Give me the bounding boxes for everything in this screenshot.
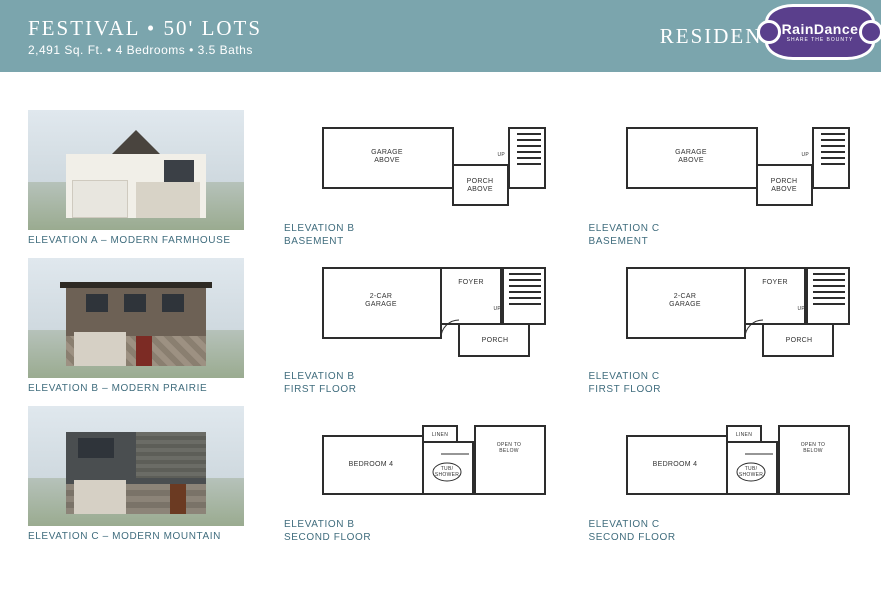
plan-b-first-label: ELEVATION BFIRST FLOOR xyxy=(284,370,549,396)
svg-text:GARAGE: GARAGE xyxy=(669,301,701,308)
elevation-b-cell: ELEVATION B – MODERN PRAIRIE xyxy=(28,258,244,396)
svg-text:UP: UP xyxy=(497,152,505,158)
svg-text:ABOVE: ABOVE xyxy=(771,186,797,193)
svg-text:FOYER: FOYER xyxy=(458,279,484,286)
plan-c-second: BEDROOM 4 LINEN TUB/ SHOWER OPEN TO BELO… xyxy=(623,406,853,516)
elevation-c-cell: ELEVATION C – MODERN MOUNTAIN xyxy=(28,406,244,544)
elevation-a-cell: ELEVATION A – MODERN FARMHOUSE xyxy=(28,110,244,248)
svg-text:2-CAR: 2-CAR xyxy=(674,293,697,300)
plan-c-first-cell: 2-CAR GARAGE FOYER PORCH UP ELEVATION CF… xyxy=(589,258,854,396)
elevation-b-image xyxy=(28,258,244,378)
elevation-c-label: ELEVATION C – MODERN MOUNTAIN xyxy=(28,530,244,543)
plan-c-basement-cell: GARAGE ABOVE PORCH ABOVE UP ELEVATION CB… xyxy=(589,110,854,248)
plan-c-second-cell: BEDROOM 4 LINEN TUB/ SHOWER OPEN TO BELO… xyxy=(589,406,854,544)
content-grid: ELEVATION A – MODERN FARMHOUSE GARAGE AB… xyxy=(0,72,881,554)
plan-b-first-cell: 2-CAR GARAGE FOYER PORCH UP ELEVATION BF… xyxy=(284,258,549,396)
svg-text:UP: UP xyxy=(801,152,809,158)
svg-text:LINEN: LINEN xyxy=(431,432,447,438)
plan-c-first-label: ELEVATION CFIRST FLOOR xyxy=(589,370,854,396)
svg-text:PORCH: PORCH xyxy=(786,337,813,344)
plan-b-basement: GARAGE ABOVE PORCH ABOVE UP xyxy=(319,110,549,220)
svg-text:BEDROOM 4: BEDROOM 4 xyxy=(653,461,698,468)
plan-b-second-cell: BEDROOM 4 LINEN TUB/ SHOWER OPEN TO BELO… xyxy=(284,406,549,544)
svg-text:ABOVE: ABOVE xyxy=(678,157,704,164)
plan-b-second-label: ELEVATION BSECOND FLOOR xyxy=(284,518,549,544)
svg-text:PORCH: PORCH xyxy=(771,178,798,185)
plan-b-basement-cell: GARAGE ABOVE PORCH ABOVE UP ELEVATION BB… xyxy=(284,110,549,248)
plan-c-basement-label: ELEVATION CBASEMENT xyxy=(589,222,854,248)
plan-c-first: 2-CAR GARAGE FOYER PORCH UP xyxy=(623,258,853,368)
svg-text:LINEN: LINEN xyxy=(736,432,752,438)
plan-b-basement-label: ELEVATION BBASEMENT xyxy=(284,222,549,248)
svg-text:FOYER: FOYER xyxy=(762,279,788,286)
plan-b-first: 2-CAR GARAGE FOYER PORCH UP xyxy=(319,258,549,368)
svg-text:ABOVE: ABOVE xyxy=(467,186,493,193)
plan-c-basement: GARAGE ABOVE PORCH ABOVE UP xyxy=(623,110,853,220)
svg-text:ABOVE: ABOVE xyxy=(374,157,400,164)
svg-text:2-CAR: 2-CAR xyxy=(369,293,392,300)
elevation-a-label: ELEVATION A – MODERN FARMHOUSE xyxy=(28,234,244,247)
svg-text:PORCH: PORCH xyxy=(481,337,508,344)
logo-text: RainDance xyxy=(782,21,859,37)
svg-text:GARAGE: GARAGE xyxy=(365,301,397,308)
header-banner: FESTIVAL • 50' LOTS 2,491 Sq. Ft. • 4 Be… xyxy=(0,0,881,72)
svg-text:SHOWER: SHOWER xyxy=(739,472,763,478)
svg-text:PORCH: PORCH xyxy=(466,178,493,185)
brochure-title: FESTIVAL • 50' LOTS xyxy=(28,16,660,41)
svg-text:SHOWER: SHOWER xyxy=(434,472,458,478)
svg-text:GARAGE: GARAGE xyxy=(371,149,403,156)
svg-text:GARAGE: GARAGE xyxy=(675,149,707,156)
elevation-b-label: ELEVATION B – MODERN PRAIRIE xyxy=(28,382,244,395)
svg-text:BEDROOM 4: BEDROOM 4 xyxy=(348,461,393,468)
svg-text:UP: UP xyxy=(797,306,805,312)
svg-text:UP: UP xyxy=(493,306,501,312)
elevation-a-image xyxy=(28,110,244,230)
logo-tagline: SHARE THE BOUNTY xyxy=(787,37,854,43)
plan-c-second-label: ELEVATION CSECOND FLOOR xyxy=(589,518,854,544)
svg-text:BELOW: BELOW xyxy=(803,448,823,454)
header-left: FESTIVAL • 50' LOTS 2,491 Sq. Ft. • 4 Be… xyxy=(28,16,660,57)
elevation-c-image xyxy=(28,406,244,526)
logo: RainDance SHARE THE BOUNTY xyxy=(765,4,875,60)
plan-b-second: BEDROOM 4 LINEN TUB/ SHOWER OPEN TO BELO… xyxy=(319,406,549,516)
brochure-subtitle: 2,491 Sq. Ft. • 4 Bedrooms • 3.5 Baths xyxy=(28,43,660,57)
svg-text:BELOW: BELOW xyxy=(499,448,519,454)
